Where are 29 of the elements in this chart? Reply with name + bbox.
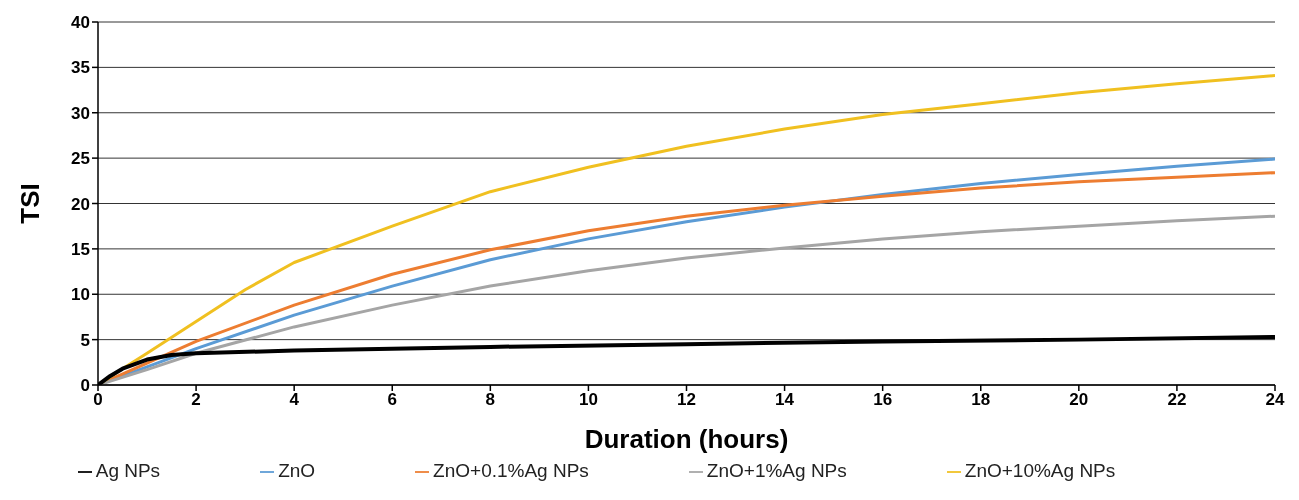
y-tick-label: 5 [80, 330, 90, 350]
x-tick-label: 20 [1069, 390, 1089, 410]
y-tick-label: 20 [71, 194, 90, 214]
x-tick-label: 0 [93, 390, 103, 410]
x-tick-label: 14 [775, 390, 795, 410]
y-tick-label: 35 [71, 58, 90, 78]
legend-label: ZnO [278, 460, 316, 481]
y-axis-title: TSI [15, 183, 46, 224]
y-tick-label: 40 [71, 13, 90, 33]
legend-label: ZnO+0.1%Ag NPs [433, 460, 589, 481]
legend-label: ZnO+1%Ag NPs [706, 460, 847, 481]
y-tick-label: 30 [71, 103, 90, 123]
x-tick-label: 8 [485, 390, 496, 410]
y-tick-label: 10 [71, 285, 90, 305]
x-tick-label: 6 [387, 390, 397, 410]
x-tick-label: 4 [289, 390, 300, 410]
x-tick-label: 2 [191, 390, 201, 410]
legend-label: Ag NPs [95, 460, 161, 481]
legend-label: ZnO+10%Ag NPs [964, 460, 1116, 481]
x-tick-label: 22 [1167, 390, 1187, 410]
x-tick-label: 10 [578, 390, 598, 410]
y-tick-label: 15 [71, 239, 90, 259]
x-tick-label: 18 [971, 390, 991, 410]
y-tick-label: 25 [71, 149, 90, 169]
x-axis-title: Duration (hours) [584, 424, 789, 454]
x-tick-label: 16 [873, 390, 893, 410]
y-tick-label: 0 [80, 376, 90, 396]
x-tick-label: 12 [677, 390, 696, 410]
x-tick-label: 24 [1265, 390, 1285, 410]
